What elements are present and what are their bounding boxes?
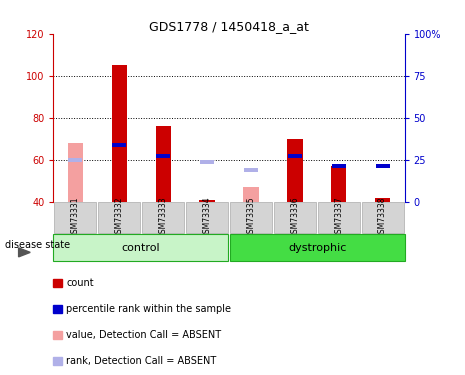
- Bar: [287, 139, 303, 202]
- FancyBboxPatch shape: [230, 234, 405, 261]
- Text: disease state: disease state: [5, 240, 70, 250]
- Text: control: control: [121, 243, 160, 253]
- Bar: [53, 357, 62, 365]
- Text: count: count: [66, 278, 94, 288]
- Text: rank, Detection Call = ABSENT: rank, Detection Call = ABSENT: [66, 356, 217, 366]
- Bar: [68, 143, 83, 202]
- Text: GSM73331: GSM73331: [71, 196, 80, 238]
- Bar: [376, 164, 390, 168]
- Bar: [53, 279, 62, 287]
- Text: GSM73335: GSM73335: [246, 196, 255, 238]
- FancyBboxPatch shape: [186, 202, 228, 232]
- Text: value, Detection Call = ABSENT: value, Detection Call = ABSENT: [66, 330, 222, 340]
- Bar: [375, 198, 390, 202]
- Bar: [200, 160, 214, 164]
- Text: GSM73337: GSM73337: [334, 196, 343, 238]
- FancyBboxPatch shape: [230, 202, 272, 232]
- FancyBboxPatch shape: [142, 202, 184, 232]
- Bar: [155, 126, 171, 202]
- Bar: [288, 154, 302, 158]
- FancyBboxPatch shape: [54, 202, 96, 232]
- Text: GSM73332: GSM73332: [115, 196, 124, 238]
- Text: GSM73336: GSM73336: [290, 196, 299, 238]
- FancyBboxPatch shape: [274, 202, 316, 232]
- Bar: [68, 158, 82, 162]
- Bar: [112, 65, 127, 202]
- Text: percentile rank within the sample: percentile rank within the sample: [66, 304, 232, 314]
- Bar: [243, 187, 259, 202]
- FancyBboxPatch shape: [53, 234, 228, 261]
- Bar: [156, 154, 170, 158]
- Text: GSM73333: GSM73333: [159, 196, 168, 238]
- Bar: [244, 168, 258, 172]
- FancyBboxPatch shape: [318, 202, 360, 232]
- Bar: [112, 143, 126, 147]
- Text: GSM73334: GSM73334: [203, 196, 212, 238]
- Bar: [331, 166, 346, 202]
- Bar: [332, 164, 346, 168]
- Text: GSM73338: GSM73338: [378, 196, 387, 238]
- Polygon shape: [19, 248, 30, 257]
- Text: dystrophic: dystrophic: [288, 243, 347, 253]
- FancyBboxPatch shape: [362, 202, 404, 232]
- FancyBboxPatch shape: [98, 202, 140, 232]
- Title: GDS1778 / 1450418_a_at: GDS1778 / 1450418_a_at: [149, 20, 309, 33]
- Bar: [53, 305, 62, 313]
- Bar: [53, 331, 62, 339]
- Bar: [199, 200, 215, 202]
